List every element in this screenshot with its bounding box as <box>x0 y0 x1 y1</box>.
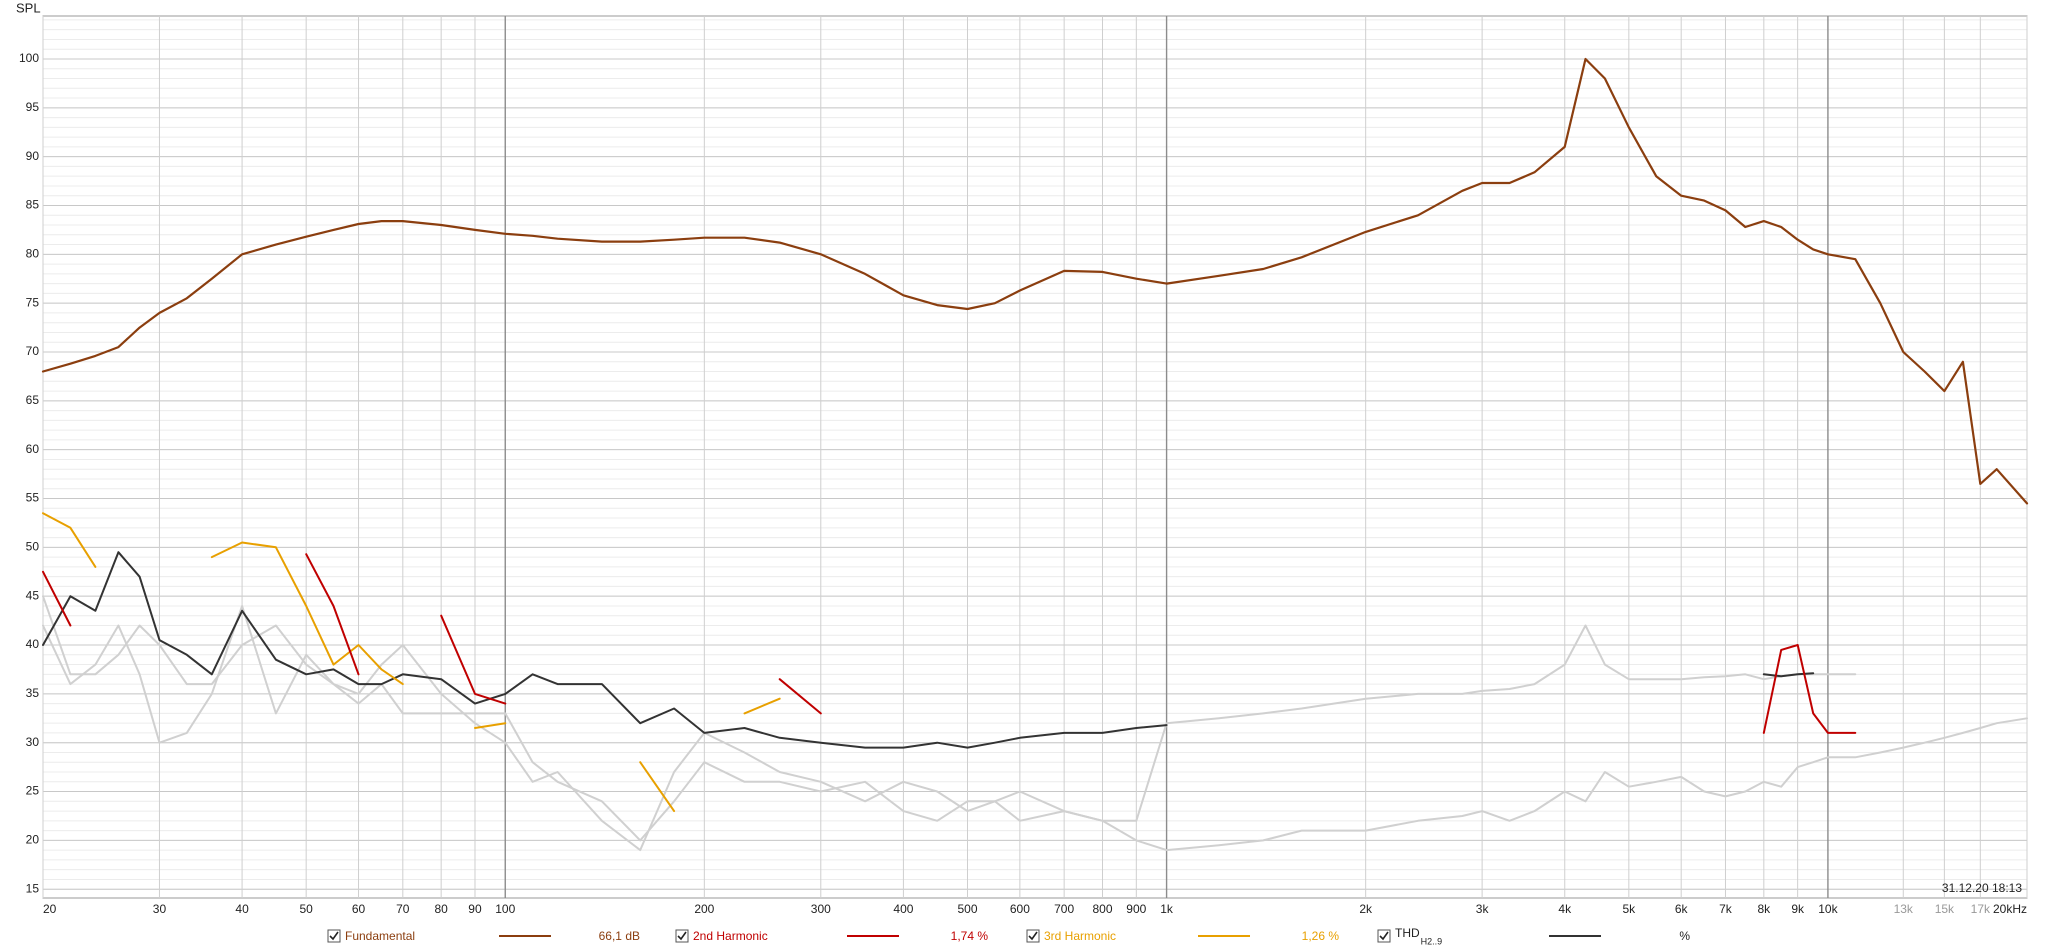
x-tick-label: 1k <box>1160 902 1174 916</box>
legend-item: 2nd Harmonic 1,74 % <box>675 929 989 943</box>
x-tick-label: 600 <box>1010 902 1030 916</box>
x-tick-label: 8k <box>1757 902 1771 916</box>
legend-value: 1,74 % <box>951 929 989 943</box>
y-tick-label: 35 <box>26 686 40 700</box>
y-tick-label: 100 <box>19 51 39 65</box>
checkbox-box <box>675 929 689 943</box>
y-tick-label: 25 <box>26 784 40 798</box>
legend-item: Fundamental 66,1 dB <box>327 929 640 943</box>
x-tick-label: 2k <box>1359 902 1373 916</box>
x-tick-label: 90 <box>468 902 482 916</box>
x-tick-label: 30 <box>153 902 167 916</box>
x-tick-label: 60 <box>352 902 366 916</box>
x-tick-label: 6k <box>1675 902 1689 916</box>
legend: Fundamental 66,1 dB 2nd Harmonic 1,74 % 3rd … <box>327 926 1690 946</box>
x-tick-label: 9k <box>1791 902 1805 916</box>
x-tick-label: 20 <box>43 902 57 916</box>
legend-checkbox[interactable] <box>327 929 341 943</box>
y-tick-label: 90 <box>26 149 40 163</box>
x-tick-label: 15k <box>1935 902 1955 916</box>
legend-item: 3rd Harmonic 1,26 % <box>1026 929 1340 943</box>
x-tick-label: 300 <box>811 902 831 916</box>
legend-label: 2nd Harmonic <box>693 929 768 943</box>
y-tick-label: 15 <box>26 881 40 895</box>
grid <box>42 16 2028 898</box>
x-tick-label: 40 <box>235 902 249 916</box>
x-tick-label: 200 <box>694 902 714 916</box>
y-tick-label: 60 <box>26 442 40 456</box>
y-tick-label: 65 <box>26 393 40 407</box>
x-tick-label: 20kHz <box>1993 902 2027 916</box>
x-tick-label: 50 <box>299 902 313 916</box>
legend-label: Fundamental <box>345 929 415 943</box>
x-tick-label: 80 <box>434 902 448 916</box>
legend-label: 3rd Harmonic <box>1044 929 1116 943</box>
curve <box>42 551 1815 749</box>
x-tick-label: 800 <box>1092 902 1112 916</box>
checkbox-check <box>1028 931 1038 941</box>
legend-value: 66,1 dB <box>599 929 640 943</box>
plot-frame <box>42 15 2028 899</box>
checkbox-box <box>327 929 341 943</box>
y-tick-label: 95 <box>26 100 40 114</box>
legend-checkbox[interactable] <box>1026 929 1040 943</box>
y-tick-label: 30 <box>26 735 40 749</box>
legend-checkbox[interactable] <box>675 929 689 943</box>
y-tick-label: 55 <box>26 491 40 505</box>
checkbox-box <box>1377 929 1391 943</box>
x-tick-label: 500 <box>957 902 977 916</box>
legend-checkbox[interactable] <box>1377 929 1391 943</box>
y-tick-label: 85 <box>26 198 40 212</box>
y-tick-label: 70 <box>26 344 40 358</box>
curve <box>42 553 1857 734</box>
x-tick-label: 10k <box>1818 902 1838 916</box>
y-tick-label: 45 <box>26 588 40 602</box>
legend-label: THD <box>1395 926 1420 940</box>
checkbox-check <box>329 931 339 941</box>
x-tick-label: 17k <box>1971 902 1991 916</box>
checkbox-check <box>1379 931 1389 941</box>
x-tick-label: 100 <box>495 902 515 916</box>
x-tick-label: 70 <box>396 902 410 916</box>
legend-value: % <box>1679 929 1690 943</box>
y-tick-label: 80 <box>26 246 40 260</box>
y-tick-label: 40 <box>26 637 40 651</box>
curve <box>41 57 2029 505</box>
timestamp: 31.12.20 18:13 <box>1942 881 2022 895</box>
y-axis-label: SPL <box>16 0 41 15</box>
y-tick-label: 20 <box>26 833 40 847</box>
checkbox-check <box>677 931 687 941</box>
checkbox-box <box>1026 929 1040 943</box>
x-tick-label: 400 <box>893 902 913 916</box>
curve <box>42 595 1857 852</box>
x-tick-label: 5k <box>1622 902 1636 916</box>
x-tick-label: 3k <box>1476 902 1490 916</box>
x-tick-label: 900 <box>1126 902 1146 916</box>
y-tick-label: 50 <box>26 540 40 554</box>
legend-label-subscript: H2..9 <box>1421 936 1443 946</box>
x-tick-label: 4k <box>1558 902 1572 916</box>
y-tick-label: 75 <box>26 295 40 309</box>
x-tick-label: 7k <box>1719 902 1733 916</box>
legend-value: 1,26 % <box>1302 929 1340 943</box>
curves <box>41 57 2029 852</box>
x-tick-label: 13k <box>1894 902 1914 916</box>
x-tick-label: 700 <box>1054 902 1074 916</box>
